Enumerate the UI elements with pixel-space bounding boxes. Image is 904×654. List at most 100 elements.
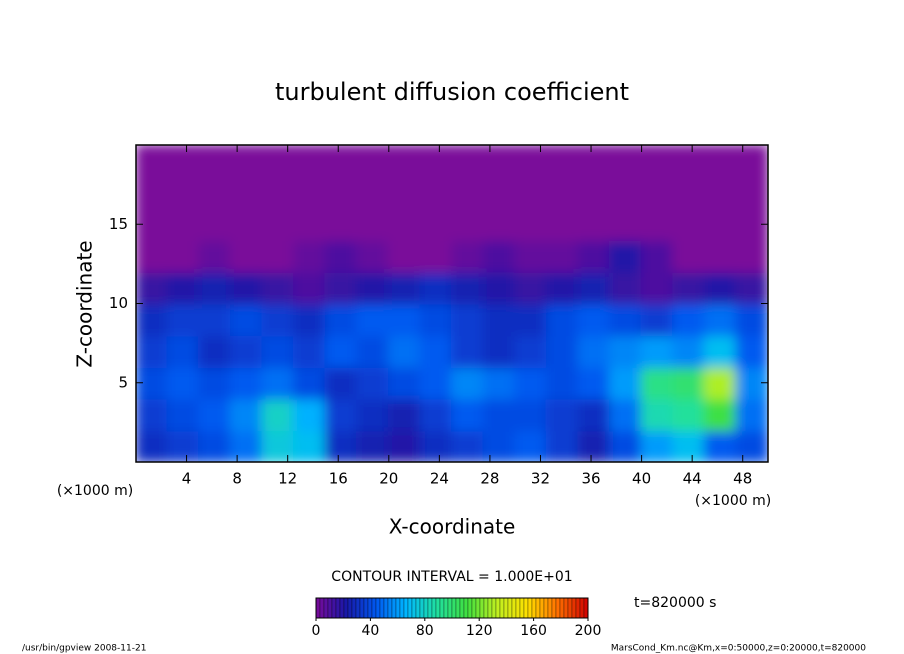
field-cell — [229, 239, 264, 273]
colorbar-swatch — [571, 597, 577, 619]
field-cell — [324, 397, 359, 432]
field-cell — [198, 365, 232, 400]
colorbar-swatch — [383, 597, 389, 619]
field-cell — [735, 175, 768, 210]
colorbar-swatch — [583, 597, 589, 619]
colorbar-swatch — [459, 597, 465, 619]
colorbar-swatch — [431, 597, 437, 619]
field-cell — [703, 239, 738, 273]
colorbar-swatch — [491, 597, 497, 619]
field-cell — [609, 175, 643, 210]
field-cell — [356, 429, 390, 462]
field-cell — [356, 270, 390, 305]
field-cell — [577, 207, 611, 242]
field-cell — [419, 397, 453, 432]
colorbar-swatch — [507, 597, 513, 619]
field-cell — [293, 429, 327, 462]
field-cell — [735, 239, 768, 273]
field-cell — [735, 429, 768, 462]
field-cell — [672, 397, 706, 432]
field-cell — [261, 365, 295, 400]
field-cell — [609, 365, 643, 400]
x-tick-label: 40 — [632, 470, 651, 488]
field-cell — [640, 429, 675, 462]
field-cell — [324, 145, 359, 178]
field-cell — [198, 239, 232, 273]
field-cell — [735, 145, 768, 178]
field-cell — [609, 207, 643, 242]
field-cell — [293, 175, 327, 210]
field-cell — [735, 302, 768, 337]
field-cell — [577, 397, 611, 432]
field-cell — [703, 334, 738, 368]
footer-right: MarsCond_Km.nc@Km,x=0:50000,z=0:20000,t=… — [611, 644, 866, 654]
field-cell — [356, 334, 390, 368]
colorbar-swatch — [551, 597, 557, 619]
field-cell — [482, 365, 517, 400]
field-cell — [703, 207, 738, 242]
field-cell — [672, 365, 706, 400]
colorbar-swatch — [439, 597, 445, 619]
field-cell — [261, 334, 295, 368]
field-cell — [545, 365, 580, 400]
colorbar-swatch — [543, 597, 549, 619]
field-cell — [261, 175, 295, 210]
colorbar-swatch — [359, 597, 365, 619]
field-cell — [545, 270, 580, 305]
field-cell — [324, 270, 359, 305]
field-cell — [577, 334, 611, 368]
field-cell — [356, 207, 390, 242]
field-cell — [640, 207, 675, 242]
field-cell — [735, 397, 768, 432]
colorbar-swatch — [539, 597, 545, 619]
colorbar-swatch — [499, 597, 505, 619]
x-tick-label: 8 — [232, 470, 242, 488]
field-cell — [261, 397, 295, 432]
colorbar-swatch — [487, 597, 493, 619]
field-cell — [672, 239, 706, 273]
colorbar-swatch — [351, 597, 357, 619]
field-cell — [324, 175, 359, 210]
colorbar-swatch — [547, 597, 553, 619]
field-cell — [672, 334, 706, 368]
field-cell — [451, 270, 485, 305]
field-cell — [293, 207, 327, 242]
field-cell — [419, 365, 453, 400]
field-cell — [356, 397, 390, 432]
field-cell — [609, 239, 643, 273]
field-cell — [229, 302, 264, 337]
field-cell — [703, 397, 738, 432]
field-cell — [419, 145, 453, 178]
colorbar-swatch — [323, 597, 329, 619]
x-tick-label: 4 — [182, 470, 192, 488]
field-cell — [451, 239, 485, 273]
x-tick-label: 48 — [733, 470, 752, 488]
field-cell — [166, 397, 201, 432]
colorbar-swatch — [531, 597, 537, 619]
colorbar-tick-label: 80 — [416, 623, 434, 639]
y-axis-label: Z-coordinate — [73, 240, 97, 367]
field-cell — [198, 429, 232, 462]
field-cell — [514, 207, 548, 242]
field-cell — [514, 397, 548, 432]
field-cell — [356, 145, 390, 178]
field-cell — [419, 429, 453, 462]
field-cell — [577, 302, 611, 337]
field-cell — [451, 175, 485, 210]
field-cell — [387, 365, 422, 400]
field-cell — [482, 270, 517, 305]
colorbar-swatch — [435, 597, 441, 619]
x-tick-label: 36 — [581, 470, 600, 488]
field-cell — [703, 429, 738, 462]
field-cell — [545, 207, 580, 242]
field-cell — [451, 302, 485, 337]
field-cell — [482, 334, 517, 368]
field-cell — [166, 429, 201, 462]
field-cell — [261, 429, 295, 462]
colorbar-swatch — [387, 597, 393, 619]
field-cell — [672, 270, 706, 305]
field-cell — [703, 145, 738, 178]
colorbar-swatch — [399, 597, 405, 619]
colorbar-swatch — [355, 597, 361, 619]
